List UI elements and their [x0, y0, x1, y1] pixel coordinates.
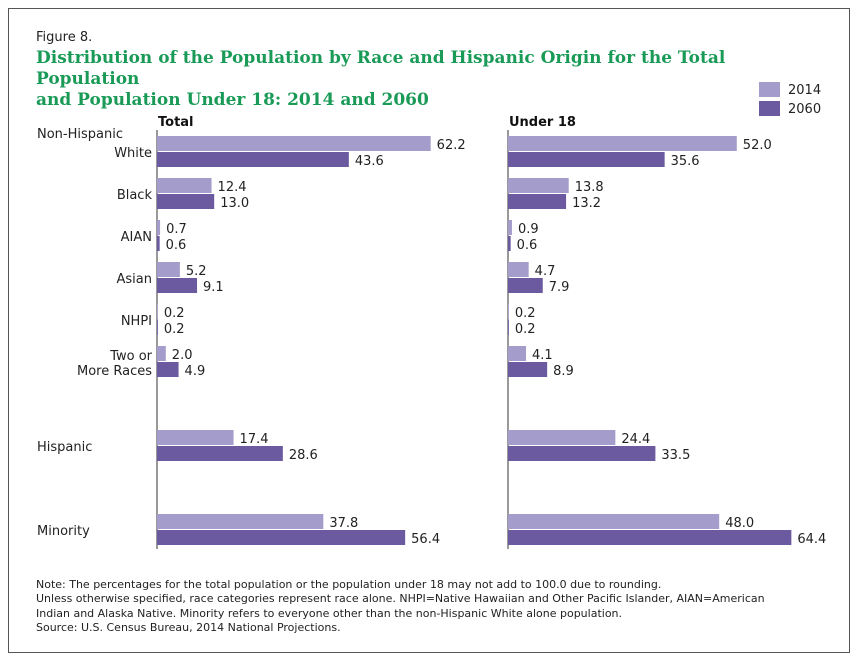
data-label: 62.2	[437, 138, 466, 153]
data-label: 7.9	[549, 280, 570, 295]
note-line-4: Source: U.S. Census Bureau, 2014 Nationa…	[36, 620, 341, 634]
data-label: 4.9	[185, 364, 206, 379]
data-label: 9.1	[203, 280, 224, 295]
data-label: 13.8	[575, 180, 604, 195]
data-label: 37.8	[329, 516, 358, 531]
data-label: 8.9	[553, 364, 574, 379]
data-label: 0.2	[515, 322, 536, 337]
data-label: 24.4	[621, 432, 650, 447]
chart-title-line-1: Distribution of the Population by Race a…	[36, 48, 726, 89]
data-label: 0.2	[164, 306, 185, 321]
bar-2060	[157, 152, 349, 167]
bar-2060	[157, 320, 158, 335]
bar-2060	[508, 446, 656, 461]
group-heading-non-hispanic: Non-Hispanic	[37, 127, 123, 142]
bar-2060	[157, 194, 215, 209]
chart-title-line-2: and Population Under 18: 2014 and 2060	[36, 90, 429, 110]
bar-2060	[157, 278, 198, 293]
data-label: 28.6	[289, 448, 318, 463]
data-label: 43.6	[355, 154, 384, 169]
data-label: 5.2	[186, 264, 207, 279]
data-label: 33.5	[661, 448, 690, 463]
bar-2014	[508, 262, 529, 277]
note-line-1: Note: The percentages for the total popu…	[36, 578, 662, 591]
data-label: 64.4	[797, 532, 826, 547]
legend-label: 2014	[788, 83, 821, 98]
bar-2014	[508, 178, 569, 193]
data-label: 13.2	[572, 196, 601, 211]
legend-swatch-2060	[759, 101, 780, 116]
legend-label: 2060	[788, 102, 821, 117]
bar-2014	[157, 346, 166, 361]
bar-2014	[508, 304, 509, 319]
category-label: Black	[117, 188, 153, 203]
panel-title: Under 18	[509, 115, 576, 130]
bar-2014	[157, 220, 161, 235]
category-label: Two or	[109, 349, 152, 364]
bar-2014	[508, 220, 512, 235]
data-label: 0.7	[166, 222, 187, 237]
data-label: 0.2	[515, 306, 536, 321]
data-label: 13.0	[220, 196, 249, 211]
bar-2014	[157, 514, 324, 529]
bar-2014	[508, 136, 737, 151]
data-label: 2.0	[172, 348, 193, 363]
data-label: 4.7	[535, 264, 556, 279]
data-label: 17.4	[240, 432, 269, 447]
data-label: 4.1	[532, 348, 553, 363]
bar-2060	[508, 152, 665, 167]
figure-label: Figure 8.	[36, 30, 93, 45]
category-label: NHPI	[121, 314, 152, 329]
category-label: Minority	[37, 524, 90, 539]
chart-title: Distribution of the Population by Race a…	[36, 48, 826, 111]
bar-2060	[508, 530, 792, 545]
category-label: White	[114, 146, 152, 161]
category-label: Hispanic	[37, 440, 92, 455]
bar-2014	[157, 136, 431, 151]
panel-title: Total	[158, 115, 194, 130]
data-label: 0.2	[164, 322, 185, 337]
bar-2014	[157, 178, 212, 193]
data-label: 0.6	[166, 238, 187, 253]
bar-2060	[157, 236, 160, 251]
figure-frame	[8, 8, 850, 653]
bar-2014	[157, 430, 234, 445]
bar-2014	[508, 346, 527, 361]
category-label: More Races	[77, 364, 152, 379]
bar-2060	[157, 446, 283, 461]
data-label: 35.6	[671, 154, 700, 169]
data-label: 0.9	[518, 222, 539, 237]
bar-2014	[157, 304, 158, 319]
bar-2060	[508, 320, 509, 335]
category-label: Asian	[117, 272, 152, 287]
category-label: AIAN	[121, 230, 152, 245]
data-label: 0.6	[517, 238, 538, 253]
data-label: 48.0	[725, 516, 754, 531]
bar-2014	[508, 430, 616, 445]
bar-2014	[157, 262, 180, 277]
data-label: 12.4	[218, 180, 247, 195]
legend-swatch-2014	[759, 82, 780, 97]
bar-2060	[157, 530, 406, 545]
bar-2060	[508, 236, 511, 251]
note-line-3: Indian and Alaska Native. Minority refer…	[36, 606, 623, 620]
chart-notes: Note: The percentages for the total popu…	[36, 578, 836, 635]
data-label: 52.0	[743, 138, 772, 153]
bar-2060	[157, 362, 179, 377]
note-line-2: Unless otherwise specified, race categor…	[36, 592, 765, 606]
bar-2060	[508, 278, 543, 293]
bar-2060	[508, 194, 567, 209]
data-label: 56.4	[411, 532, 440, 547]
bar-2060	[508, 362, 548, 377]
bar-2014	[508, 514, 720, 529]
